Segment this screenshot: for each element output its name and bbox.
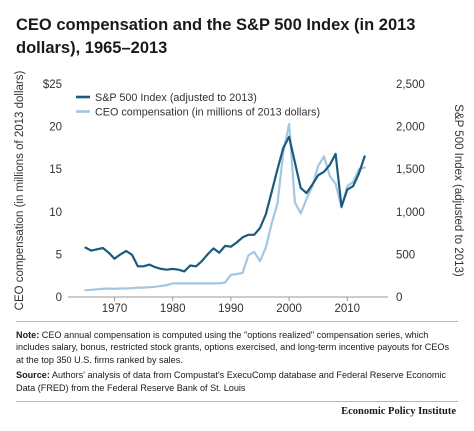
legend-label: S&P 500 Index (adjusted to 2013) xyxy=(95,92,257,104)
note-paragraph: Note: CEO annual compensation is compute… xyxy=(16,329,456,366)
source-paragraph: Source: Authors' analysis of data from C… xyxy=(16,369,456,394)
note-label: Note: xyxy=(16,330,40,340)
left-axis: 0 5 10 15 20 $25 xyxy=(43,79,62,304)
ceo-compensation-series-line xyxy=(84,122,366,292)
bottom-divider xyxy=(16,401,458,402)
note-text: CEO annual compensation is computed usin… xyxy=(16,330,450,365)
right-tick-label: 2,500 xyxy=(396,79,425,91)
right-axis: 0 500 1,000 1,500 2,000 2,500 xyxy=(396,79,425,304)
left-tick-label: 15 xyxy=(49,164,62,176)
source-label: Source: xyxy=(16,370,50,381)
x-tick-label: 2010 xyxy=(334,303,360,315)
series-layer xyxy=(84,122,366,292)
top-divider xyxy=(16,321,458,322)
chart-title: CEO compensation and the S&P 500 Index (… xyxy=(16,16,416,57)
sp500-series-line xyxy=(84,135,366,273)
legend: S&P 500 Index (adjusted to 2013) CEO comp… xyxy=(76,92,320,119)
line-chart: 0 5 10 15 20 $25 0 500 1,000 1,500 2,000 2,500 197… xyxy=(14,70,464,315)
left-axis-label: CEO compensation (in millions of 2013 do… xyxy=(14,70,26,310)
x-tick-label: 1970 xyxy=(102,303,128,315)
legend-label: CEO compensation (in millions of 2013 do… xyxy=(95,107,320,119)
left-tick-label: 0 xyxy=(56,292,62,304)
right-tick-label: 500 xyxy=(396,249,415,261)
right-axis-label: S&P 500 Index (adjusted to 2013) xyxy=(452,104,464,277)
x-tick-label: 1980 xyxy=(160,303,186,315)
x-axis: 1970 1980 1990 2000 2010 xyxy=(68,296,388,315)
x-tick-label: 2000 xyxy=(276,303,302,315)
right-tick-label: 0 xyxy=(396,292,402,304)
source-text: Authors' analysis of data from Compustat… xyxy=(16,370,447,393)
left-tick-label: 5 xyxy=(56,249,62,261)
publisher-brand: Economic Policy Institute xyxy=(341,406,456,417)
right-tick-label: 1,500 xyxy=(396,164,425,176)
left-tick-label: 10 xyxy=(49,207,62,219)
left-tick-label: $25 xyxy=(43,79,62,91)
right-tick-label: 2,000 xyxy=(396,122,425,134)
left-tick-label: 20 xyxy=(49,122,62,134)
notes-block: Note: CEO annual compensation is compute… xyxy=(16,329,456,397)
x-tick-label: 1990 xyxy=(218,303,244,315)
right-tick-label: 1,000 xyxy=(396,207,425,219)
